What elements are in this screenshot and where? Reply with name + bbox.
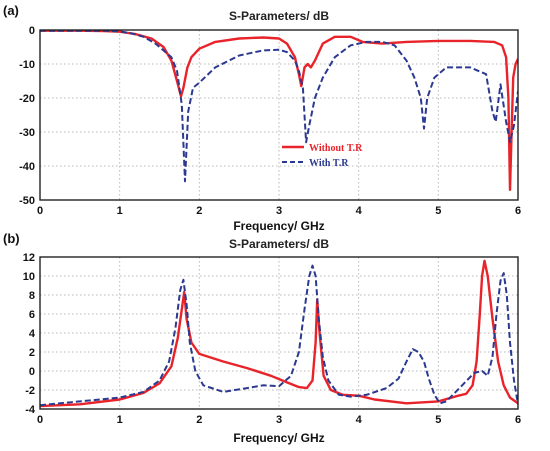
x-tick-label-a: 0 [37,205,43,217]
chart-title-b: S-Parameters/ dB [229,237,329,251]
y-tick-label-a: -30 [19,127,35,139]
y-tick-label-a: -20 [19,93,35,105]
chart-panel-a: (a) S-Parameters/ dB 0 1 2 3 4 5 6 0 -10 -20 -30 -… [3,3,521,233]
x-tick-label-a: 1 [117,205,123,217]
grid-b [40,257,518,409]
y-tick-label-b: -4 [25,404,36,416]
y-tick-label-b: 2 [29,347,35,359]
grid-a [40,30,518,200]
x-tick-label-a: 6 [515,205,521,217]
y-tick-label-b: 0 [29,366,35,378]
y-tick-label-b: 6 [29,309,35,321]
x-tick-label-b: 5 [435,414,441,426]
x-axis-label-a: Frequency/ GHz [233,219,324,233]
y-tick-label-a: -40 [19,161,35,173]
x-tick-label-b: 2 [196,414,202,426]
x-tick-label-a: 3 [276,205,282,217]
series-a [40,30,518,191]
y-tick-label-b: 10 [23,271,35,283]
y-tick-label-b: 8 [29,290,35,302]
chart-title-a: S-Parameters/ dB [229,9,329,23]
y-tick-label-b: 12 [23,252,35,264]
series-line-with-tr-b [40,264,518,407]
x-ticks-b: 0 1 2 3 4 5 6 [37,414,521,426]
x-tick-label-a: 5 [435,205,441,217]
y-tick-label-a: -50 [19,195,35,207]
x-tick-label-b: 3 [276,414,282,426]
y-tick-label-a: -10 [19,59,35,71]
series-line-without-tr-a [40,30,518,191]
x-tick-label-b: 4 [356,414,363,426]
x-tick-label-b: 6 [515,414,521,426]
y-ticks-b: 12 10 8 6 4 2 0 -2 -4 [23,252,36,416]
series-b [40,259,518,408]
panel-label-b: (b) [3,231,20,246]
x-ticks-a: 0 1 2 3 4 5 6 [37,205,521,217]
legend: Without T.R With T.R [282,143,363,169]
x-tick-label-a: 4 [356,205,363,217]
y-tick-label-b: -2 [25,385,35,397]
x-tick-label-b: 0 [37,414,43,426]
x-tick-label-a: 2 [196,205,202,217]
series-line-with-tr-a [40,30,518,183]
plot-frame-a [39,29,519,201]
legend-label-with-tr: With T.R [309,158,349,169]
y-tick-label-a: 0 [29,25,35,37]
y-ticks-a: 0 -10 -20 -30 -40 -50 [19,25,35,207]
panel-label-a: (a) [3,3,19,18]
y-tick-label-b: 4 [29,328,36,340]
x-axis-label-b: Frequency/ GHz [233,431,324,445]
x-tick-label-b: 1 [117,414,123,426]
legend-label-without-tr: Without T.R [309,143,363,154]
plot-frame-b [39,256,519,410]
